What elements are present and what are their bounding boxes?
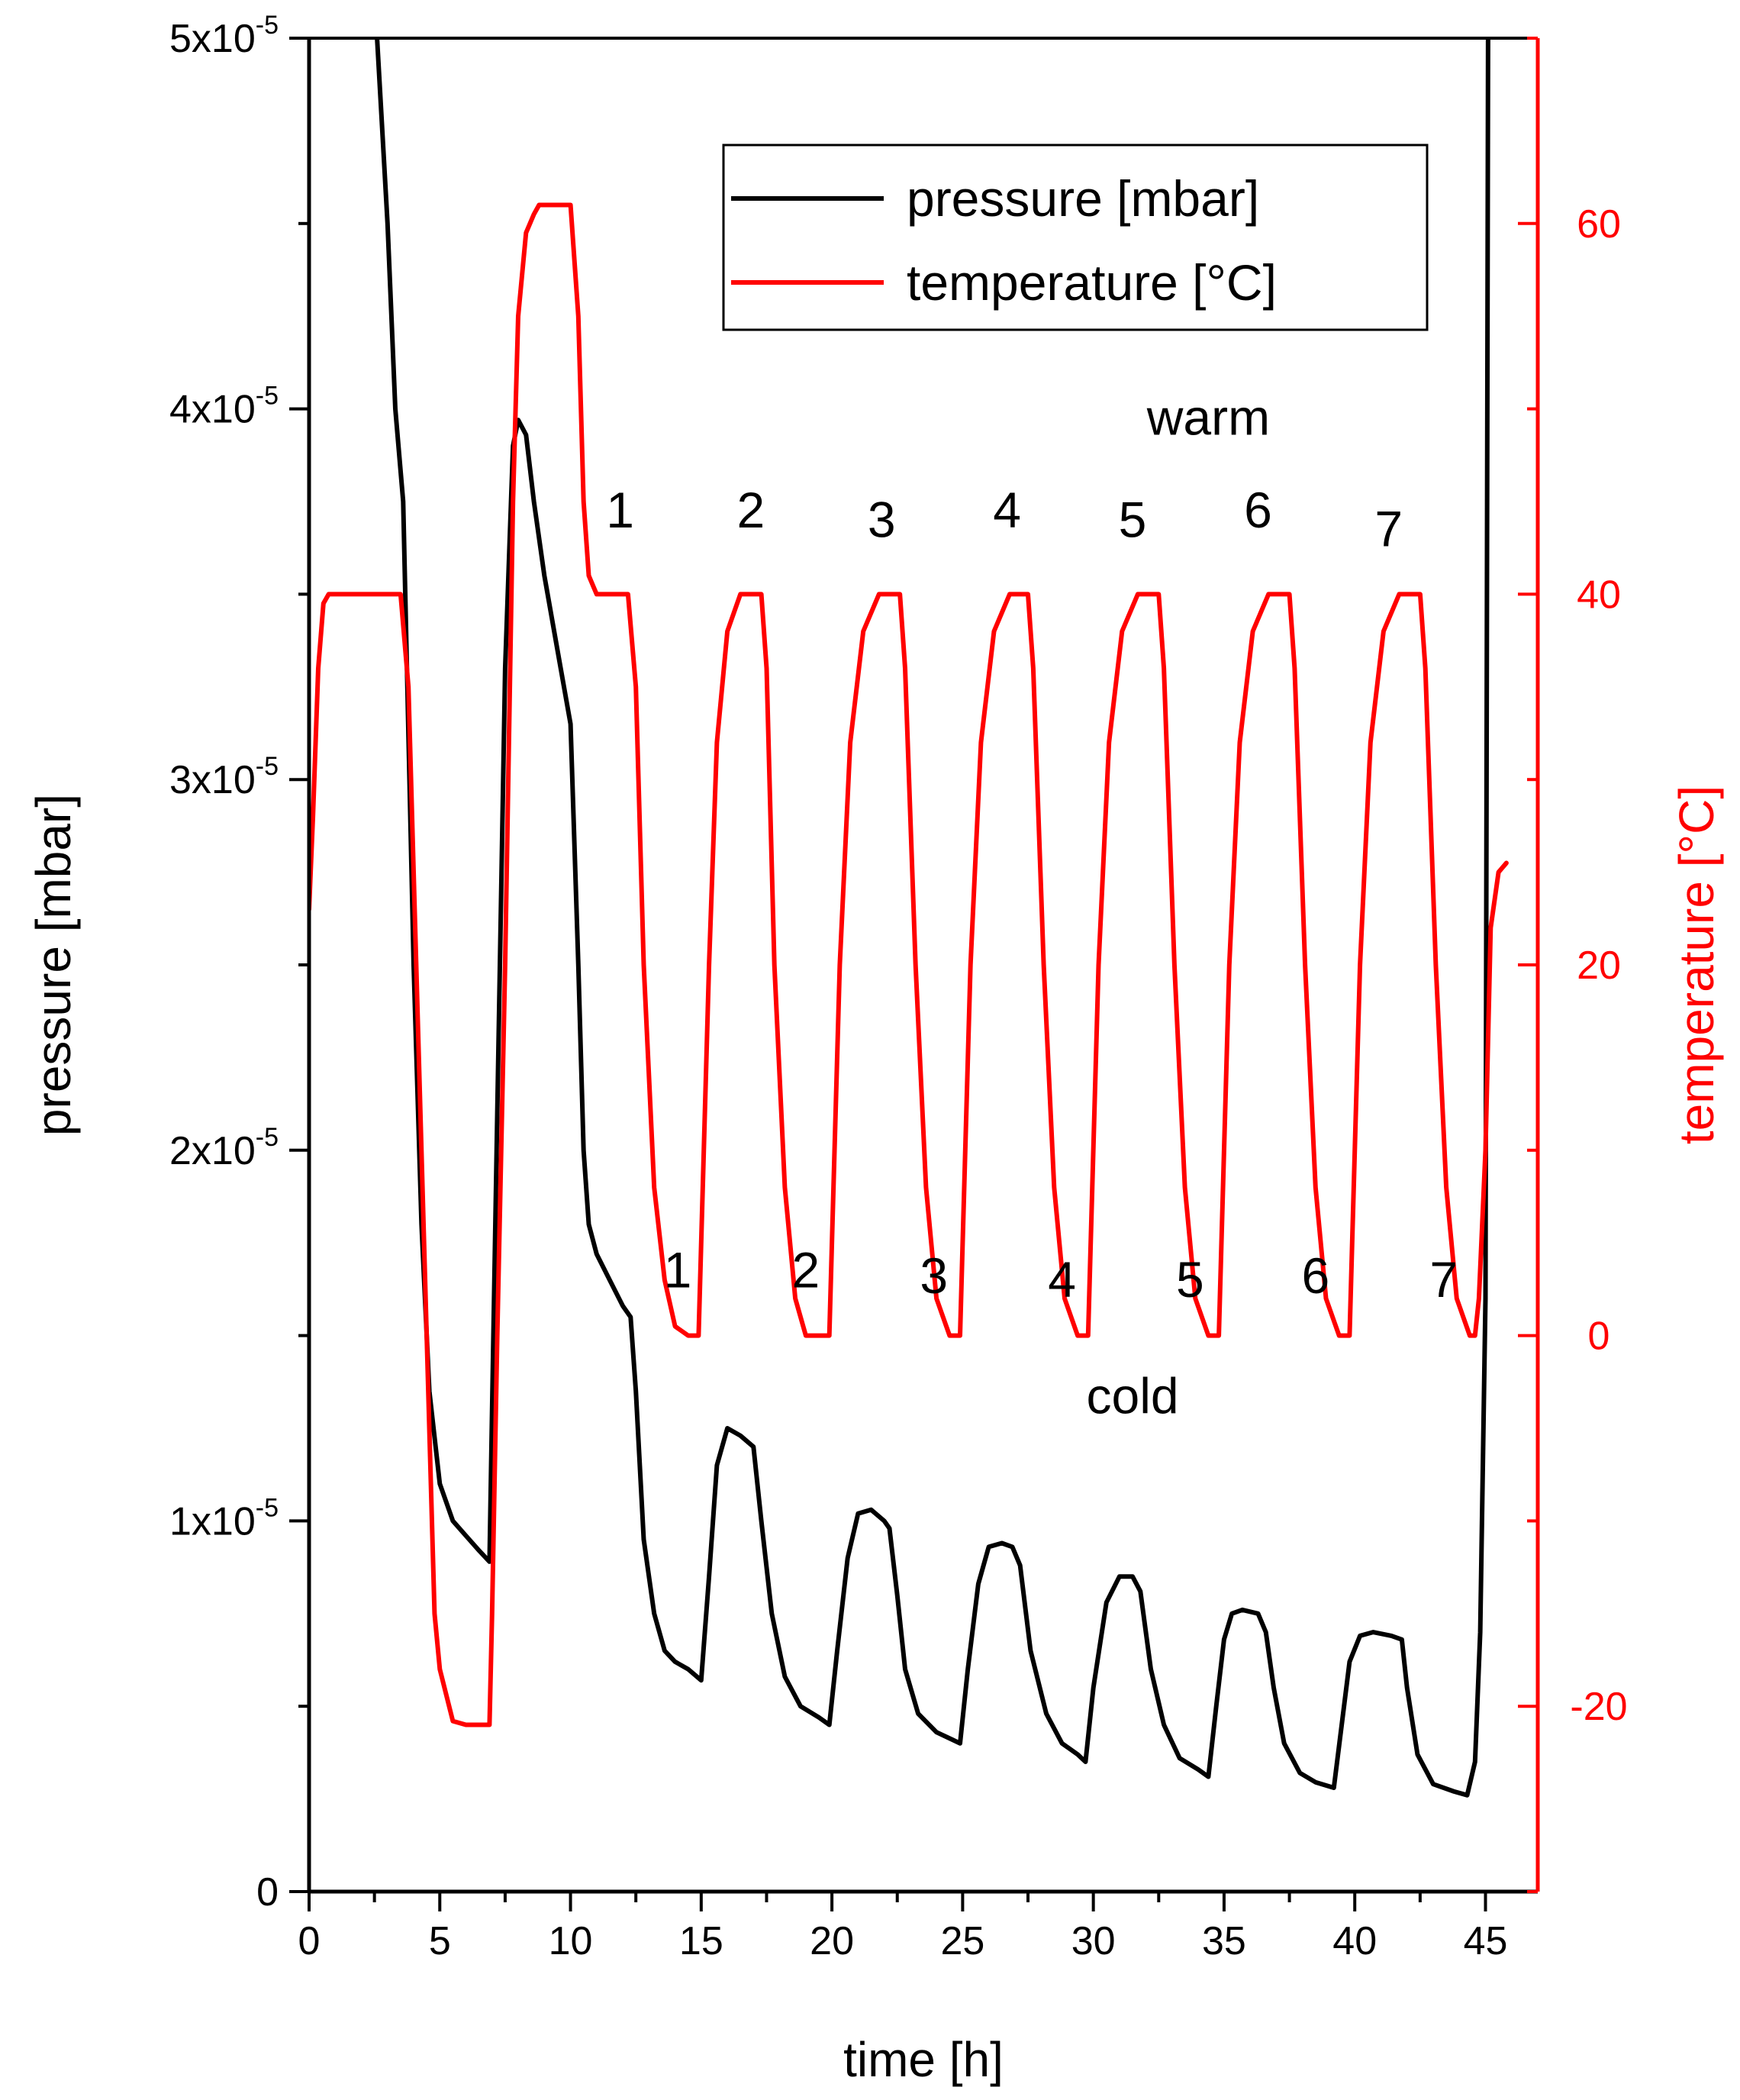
cycle-label-warm: 1	[606, 482, 634, 538]
y-axis-right-title: temperature [°C]	[1669, 785, 1724, 1144]
y-left-tick-label: 1x10-5	[169, 1493, 279, 1544]
x-tick-label: 30	[1071, 1919, 1116, 1963]
annotations: 1 2 3 4 5 6 7 1 2 3 4 5 6 7 warm cold	[606, 389, 1458, 1424]
x-tick-label: 10	[549, 1919, 593, 1963]
cycle-label-warm: 4	[993, 482, 1021, 538]
y-right-tick-label: 60	[1577, 202, 1621, 247]
legend-label: pressure [mbar]	[907, 170, 1259, 227]
cycle-label-warm: 5	[1119, 491, 1147, 547]
y-left-tick-label: 4x10-5	[169, 382, 279, 432]
y-axis-left-title: pressure [mbar]	[26, 794, 81, 1136]
temperature-series-line	[309, 202, 1509, 1727]
cycle-label-cold: 5	[1176, 1251, 1204, 1308]
cold-label: cold	[1087, 1368, 1179, 1424]
x-tick-label: 5	[429, 1919, 451, 1963]
y-right-tick-label: -20	[1570, 1685, 1627, 1729]
cycle-label-warm: 6	[1244, 482, 1272, 538]
y-left-tick-label: 2x10-5	[169, 1123, 279, 1173]
x-tick-label: 40	[1332, 1919, 1377, 1963]
x-tick-label: 0	[298, 1919, 321, 1963]
y-right-tick-label: 40	[1577, 573, 1621, 617]
y-right-tick-label: 0	[1588, 1315, 1610, 1359]
legend: pressure [mbar] temperature [°C]	[722, 144, 1429, 331]
cycle-label-cold: 3	[920, 1247, 948, 1304]
x-axis-title: time [h]	[843, 2032, 1004, 2087]
cycle-label-cold: 6	[1301, 1247, 1329, 1304]
cycle-label-cold: 2	[791, 1242, 820, 1298]
x-tick-label: 20	[810, 1919, 854, 1963]
ticks-layer: 0 5 10 15 20 25 30 35 40 4501x10-52x10-53x10-54x1…	[169, 11, 1628, 1963]
legend-label: temperature [°C]	[907, 254, 1277, 311]
x-tick-label: 15	[679, 1919, 723, 1963]
cycle-label-warm: 7	[1374, 500, 1403, 556]
pressure-series-line	[375, 38, 1490, 1798]
x-tick-label: 35	[1202, 1919, 1246, 1963]
cycle-label-cold: 1	[664, 1242, 692, 1298]
cycle-label-warm: 2	[737, 482, 765, 538]
x-tick-label: 25	[940, 1919, 984, 1963]
legend-box	[722, 144, 1429, 331]
warm-label: warm	[1146, 389, 1270, 446]
x-tick-label: 45	[1464, 1919, 1508, 1963]
cycle-label-cold: 7	[1429, 1251, 1458, 1308]
y-left-tick-label: 3x10-5	[169, 752, 279, 802]
y-left-tick-label: 0	[256, 1870, 279, 1915]
y-left-tick-label: 5x10-5	[169, 11, 279, 61]
y-right-tick-label: 20	[1577, 944, 1621, 988]
cycle-label-warm: 3	[868, 491, 896, 547]
series-layer	[309, 38, 1509, 1798]
cycle-label-cold: 4	[1048, 1251, 1076, 1308]
